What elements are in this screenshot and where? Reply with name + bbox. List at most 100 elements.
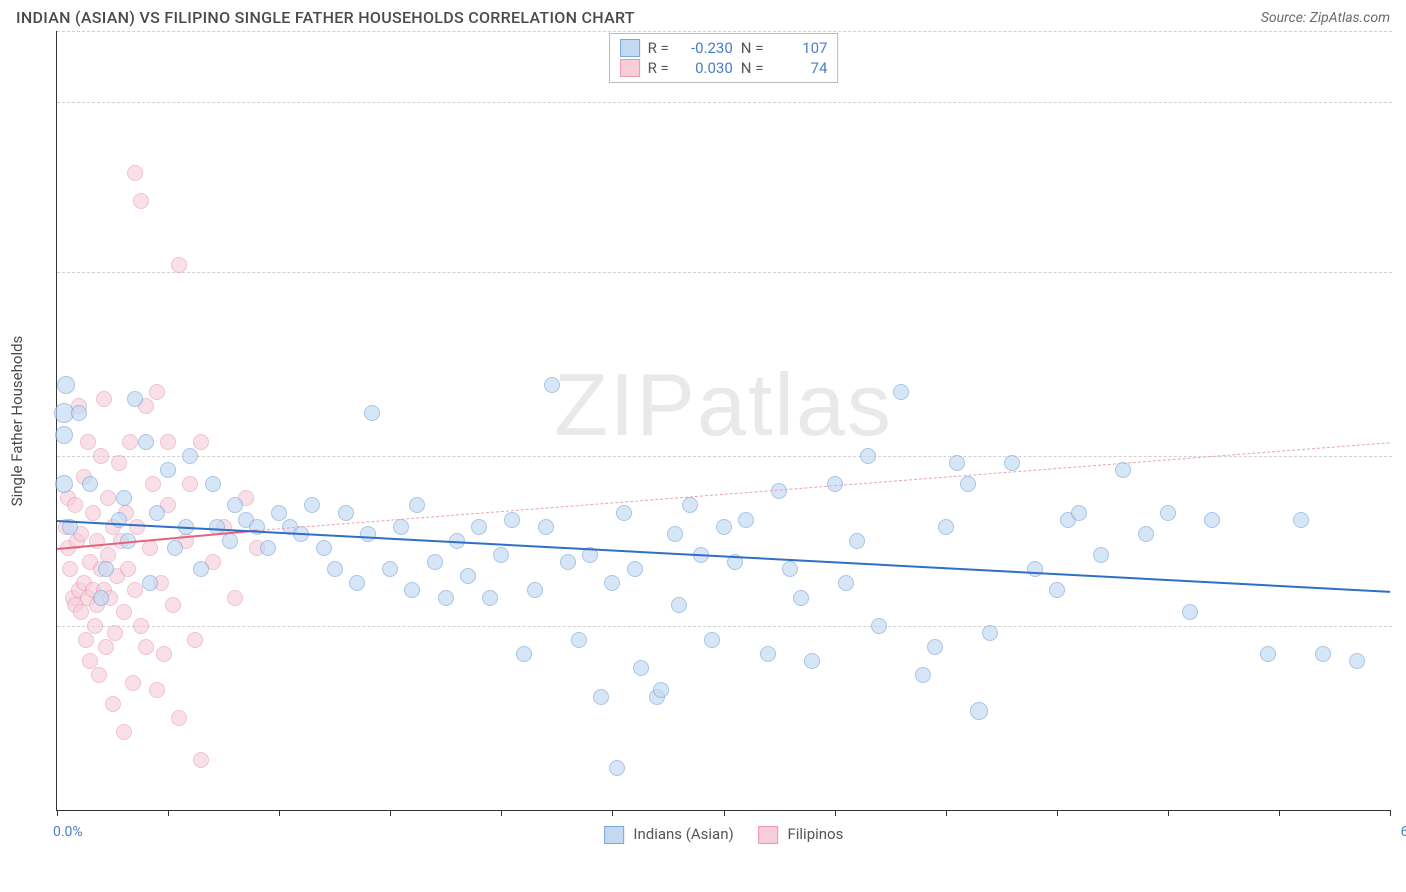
scatter-point-indians (571, 632, 587, 648)
scatter-point-indians (116, 490, 132, 506)
scatter-point-filipinos (193, 752, 209, 768)
scatter-point-filipinos (116, 724, 132, 740)
scatter-point-filipinos (145, 476, 161, 492)
legend-item-indians: Indians (Asian) (604, 825, 734, 844)
scatter-point-indians (382, 561, 398, 577)
plot-region: 1.3%2.5%3.8%5.0%0.0%60.0% (57, 31, 1390, 810)
x-tick (501, 810, 502, 816)
scatter-point-indians (616, 505, 632, 521)
scatter-point-indians (360, 526, 376, 542)
scatter-point-indians (771, 483, 787, 499)
x-tick (1057, 810, 1058, 816)
legend-swatch-indians-icon (604, 826, 624, 844)
scatter-point-indians (1160, 505, 1176, 521)
chart-source: Source: ZipAtlas.com (1261, 10, 1390, 26)
scatter-point-filipinos (67, 497, 83, 513)
scatter-point-filipinos (73, 604, 89, 620)
scatter-point-filipinos (171, 710, 187, 726)
scatter-point-indians (560, 554, 576, 570)
stats-row-filipinos: R = 0.030 N = 74 (620, 58, 828, 78)
scatter-point-indians (404, 582, 420, 598)
scatter-point-indians (716, 519, 732, 535)
swatch-filipinos-icon (620, 59, 640, 77)
scatter-point-indians (633, 660, 649, 676)
scatter-point-indians (55, 475, 73, 493)
x-tick (612, 810, 613, 816)
scatter-point-indians (682, 497, 698, 513)
legend-label-filipinos: Filipinos (787, 825, 843, 843)
scatter-point-filipinos (160, 434, 176, 450)
scatter-point-indians (1138, 526, 1154, 542)
scatter-point-filipinos (125, 675, 141, 691)
x-tick (168, 810, 169, 816)
scatter-point-indians (667, 526, 683, 542)
x-tick (1279, 810, 1280, 816)
scatter-point-indians (82, 476, 98, 492)
scatter-point-indians (538, 519, 554, 535)
stat-r-label: R = (648, 39, 669, 57)
scatter-point-filipinos (78, 632, 94, 648)
stat-n-label-2: N = (741, 59, 764, 77)
scatter-point-filipinos (138, 639, 154, 655)
scatter-point-indians (193, 561, 209, 577)
x-tick (57, 810, 58, 816)
chart-title: INDIAN (ASIAN) VS FILIPINO SINGLE FATHER… (16, 8, 635, 27)
scatter-point-indians (527, 582, 543, 598)
legend-item-filipinos: Filipinos (758, 825, 844, 844)
scatter-point-filipinos (116, 604, 132, 620)
scatter-point-indians (871, 618, 887, 634)
scatter-point-indians (1071, 505, 1087, 521)
scatter-point-indians (71, 405, 87, 421)
scatter-point-indians (960, 476, 976, 492)
scatter-point-indians (55, 426, 73, 444)
scatter-point-indians (205, 476, 221, 492)
scatter-point-filipinos (129, 519, 145, 535)
scatter-point-indians (349, 575, 365, 591)
scatter-point-indians (604, 575, 620, 591)
scatter-point-indians (482, 590, 498, 606)
stat-n-label: N = (741, 39, 764, 57)
x-tick-label: 0.0% (53, 824, 83, 840)
scatter-point-filipinos (120, 561, 136, 577)
scatter-point-filipinos (93, 448, 109, 464)
scatter-point-filipinos (142, 540, 158, 556)
scatter-point-filipinos (91, 667, 107, 683)
scatter-point-filipinos (85, 505, 101, 521)
scatter-point-indians (516, 646, 532, 662)
scatter-point-indians (849, 533, 865, 549)
scatter-point-filipinos (127, 582, 143, 598)
scatter-point-indians (260, 540, 276, 556)
scatter-point-indians (471, 519, 487, 535)
scatter-point-indians (653, 682, 669, 698)
scatter-point-filipinos (122, 434, 138, 450)
scatter-point-indians (142, 575, 158, 591)
scatter-point-indians (98, 561, 114, 577)
scatter-point-indians (915, 667, 931, 683)
scatter-point-filipinos (133, 618, 149, 634)
scatter-point-indians (160, 462, 176, 478)
scatter-point-indians (760, 646, 776, 662)
y-axis-label: Single Father Households (8, 335, 26, 506)
scatter-point-indians (149, 505, 165, 521)
swatch-indians-icon (620, 39, 640, 57)
scatter-point-filipinos (182, 476, 198, 492)
scatter-point-filipinos (62, 561, 78, 577)
scatter-point-indians (544, 377, 560, 393)
scatter-point-indians (364, 405, 380, 421)
scatter-point-indians (804, 653, 820, 669)
scatter-point-indians (138, 434, 154, 450)
scatter-point-indians (927, 639, 943, 655)
x-tick (279, 810, 280, 816)
scatter-point-filipinos (156, 646, 172, 662)
scatter-point-indians (1182, 604, 1198, 620)
legend-label-indians: Indians (Asian) (633, 825, 733, 843)
scatter-point-indians (57, 376, 75, 394)
scatter-point-indians (704, 632, 720, 648)
scatter-point-indians (671, 597, 687, 613)
scatter-point-filipinos (111, 455, 127, 471)
x-tick (1390, 810, 1391, 816)
scatter-point-indians (222, 533, 238, 549)
scatter-point-filipinos (193, 434, 209, 450)
scatter-point-indians (271, 505, 287, 521)
scatter-point-indians (338, 505, 354, 521)
